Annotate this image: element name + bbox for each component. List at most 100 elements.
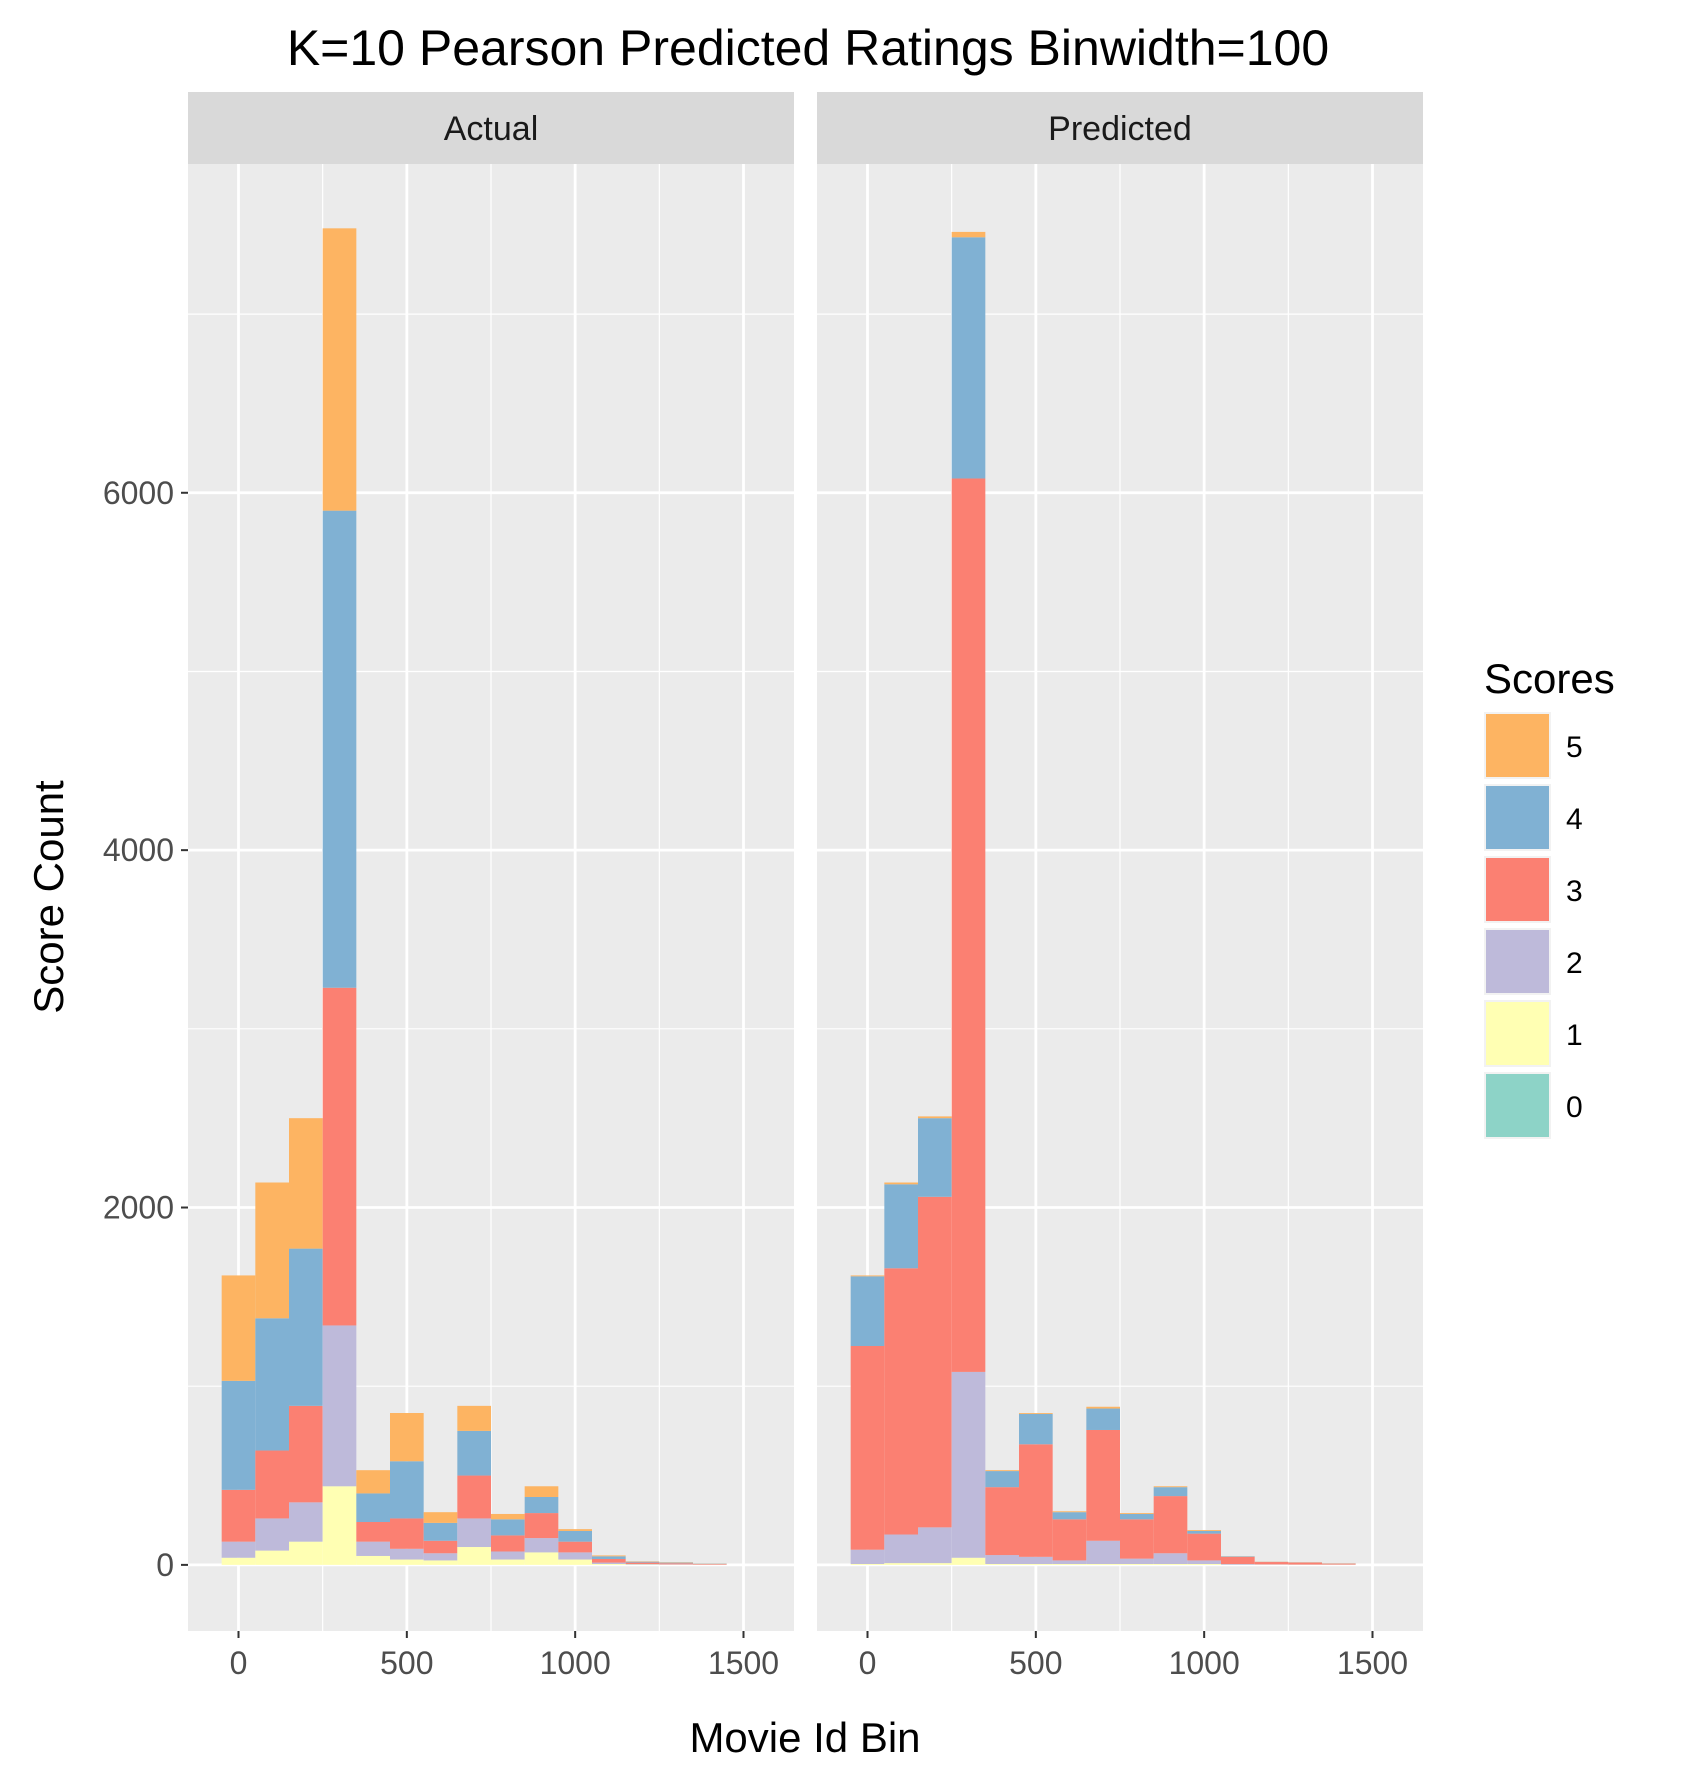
x-tick-label: 1000 xyxy=(1169,1645,1240,1681)
bar-segment-score-1 xyxy=(884,1563,918,1565)
bar-segment-score-4 xyxy=(558,1530,592,1542)
bar-segment-score-2 xyxy=(390,1548,424,1560)
bar-segment-score-4 xyxy=(356,1493,390,1523)
strip-predicted xyxy=(817,92,1423,164)
bar-segment-score-1 xyxy=(255,1550,289,1565)
bar-segment-score-3 xyxy=(884,1268,918,1535)
x-tick-label: 500 xyxy=(380,1645,433,1681)
legend-swatch-5 xyxy=(1486,714,1549,777)
bar-segment-score-2 xyxy=(356,1541,390,1556)
bar-segment-score-3 xyxy=(524,1513,559,1539)
bar-segment-score-3 xyxy=(1187,1533,1221,1561)
bar-segment-score-5 xyxy=(457,1405,491,1431)
x-ticks-actual: 0 500 1000 1500 xyxy=(230,1631,779,1681)
bar-segment-score-4 xyxy=(255,1318,289,1451)
bar-segment-score-5 xyxy=(1019,1413,1053,1414)
legend-swatch-1 xyxy=(1486,1002,1549,1065)
legend-title: Scores xyxy=(1484,655,1615,702)
x-tick-label: 1000 xyxy=(540,1645,611,1681)
bar-segment-score-3 xyxy=(951,478,986,1372)
bar-segment-score-2 xyxy=(1019,1556,1053,1564)
bar-segment-score-2 xyxy=(1086,1540,1120,1564)
bar-segment-score-3 xyxy=(625,1562,660,1564)
bar-segment-score-2 xyxy=(221,1541,256,1558)
bar-segment-score-5 xyxy=(1086,1406,1120,1409)
legend-label-1: 1 xyxy=(1566,1019,1583,1052)
x-tick-label: 1500 xyxy=(708,1645,779,1681)
bar-segment-score-4 xyxy=(918,1118,952,1197)
legend-swatch-4 xyxy=(1486,786,1549,849)
legend-label-2: 2 xyxy=(1566,947,1583,980)
bar-segment-score-5 xyxy=(558,1529,592,1531)
bar-segment-score-5 xyxy=(918,1116,952,1119)
bar-segment-score-3 xyxy=(1052,1519,1087,1561)
bar-segment-score-2 xyxy=(951,1371,986,1558)
bar-segment-score-5 xyxy=(524,1486,559,1497)
bar-segment-score-3 xyxy=(918,1196,952,1528)
bar-segment-score-1 xyxy=(592,1563,626,1565)
bar-segment-score-3 xyxy=(693,1563,727,1565)
bar-segment-score-2 xyxy=(322,1325,357,1487)
bar-segment-score-5 xyxy=(1187,1530,1221,1531)
bar-segment-score-4 xyxy=(1120,1513,1154,1520)
bar-segment-score-1 xyxy=(850,1563,885,1565)
bar-segment-score-3 xyxy=(423,1540,458,1554)
bar-segment-score-3 xyxy=(1221,1556,1255,1564)
bar-segment-score-2 xyxy=(625,1563,660,1565)
bar-segment-score-1 xyxy=(423,1560,458,1565)
bar-segment-score-2 xyxy=(1052,1560,1087,1564)
bar-segment-score-4 xyxy=(457,1430,491,1476)
bar-segment-score-5 xyxy=(356,1470,390,1494)
bar-segment-score-2 xyxy=(850,1549,885,1564)
bar-segment-score-1 xyxy=(985,1563,1019,1565)
bar-segment-score-2 xyxy=(491,1551,525,1560)
strip-label-predicted: Predicted xyxy=(1048,110,1192,148)
bar-segment-score-3 xyxy=(356,1522,390,1542)
legend-swatch-3 xyxy=(1486,858,1549,921)
legend-label-0: 0 xyxy=(1566,1091,1583,1124)
y-axis: 0 2000 4000 6000 xyxy=(103,475,188,1583)
bars-actual xyxy=(221,228,727,1565)
bar-segment-score-4 xyxy=(1153,1487,1188,1497)
y-tick-label: 4000 xyxy=(103,832,174,868)
bar-segment-score-2 xyxy=(423,1553,458,1561)
strip-actual xyxy=(188,92,794,164)
bar-segment-score-5 xyxy=(951,231,986,238)
x-tick-label: 500 xyxy=(1009,1645,1062,1681)
y-tick-label: 0 xyxy=(156,1547,174,1583)
bar-segment-score-4 xyxy=(1086,1408,1120,1430)
legend-label-3: 3 xyxy=(1566,875,1583,908)
bar-segment-score-3 xyxy=(1153,1496,1188,1554)
legend-label-5: 5 xyxy=(1566,731,1583,764)
bar-segment-score-2 xyxy=(558,1552,592,1560)
bar-segment-score-4 xyxy=(659,1562,693,1564)
legend-swatch-0 xyxy=(1486,1074,1549,1137)
bar-segment-score-1 xyxy=(524,1552,559,1565)
strip-label-actual: Actual xyxy=(444,110,539,148)
bar-segment-score-5 xyxy=(390,1413,424,1462)
bar-segment-score-5 xyxy=(850,1275,885,1277)
bar-segment-score-1 xyxy=(1187,1563,1221,1565)
panel-actual: Actual 0 500 1000 1500 xyxy=(188,92,794,1681)
bar-segment-score-2 xyxy=(524,1538,559,1553)
bar-segment-score-1 xyxy=(1120,1563,1154,1565)
bar-segment-score-4 xyxy=(985,1471,1019,1488)
bar-segment-score-1 xyxy=(457,1547,491,1565)
bar-segment-score-2 xyxy=(289,1502,323,1542)
bar-segment-score-5 xyxy=(1052,1511,1087,1513)
bar-segment-score-2 xyxy=(918,1527,952,1564)
bar-segment-score-4 xyxy=(1019,1413,1053,1445)
x-tick-label: 0 xyxy=(230,1645,248,1681)
bar-segment-score-2 xyxy=(1221,1563,1255,1565)
bar-segment-score-5 xyxy=(1120,1513,1154,1514)
bar-segment-score-2 xyxy=(1187,1560,1221,1564)
bar-segment-score-3 xyxy=(491,1535,525,1552)
bar-segment-score-1 xyxy=(918,1563,952,1565)
bars-predicted xyxy=(850,231,1356,1565)
bar-segment-score-1 xyxy=(491,1559,525,1565)
bar-segment-score-3 xyxy=(221,1489,256,1542)
panel-predicted: Predicted 0 500 1000 1500 xyxy=(817,92,1423,1681)
bar-segment-score-3 xyxy=(1288,1562,1322,1565)
bar-segment-score-4 xyxy=(1221,1556,1255,1557)
